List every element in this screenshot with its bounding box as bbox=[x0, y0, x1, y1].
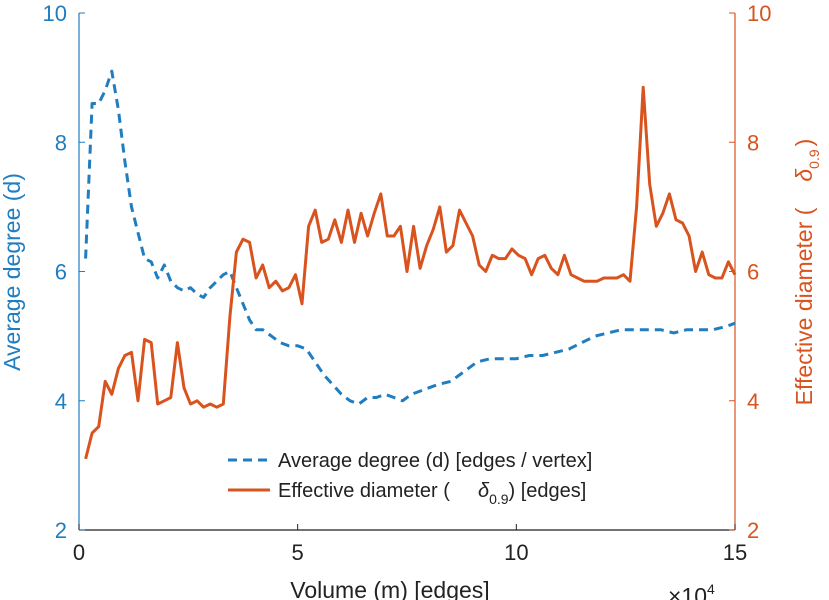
legend-label-diameter-after: ) [edges] bbox=[509, 480, 587, 502]
right-y-ticks: 2 4 6 8 10 bbox=[729, 1, 771, 543]
series-line-effective-diameter bbox=[84, 85, 737, 460]
x-tick-label: 5 bbox=[292, 540, 304, 565]
y-axis-label-left: Average degree (d) bbox=[0, 173, 25, 371]
legend-label-diameter-before: Effective diameter ( bbox=[278, 480, 450, 502]
x-axis-exponent-power: 4 bbox=[707, 581, 715, 597]
right-y-tick-label: 4 bbox=[747, 389, 759, 414]
legend-label-diameter: Effective diameter ( δ0.9) [edges] bbox=[278, 480, 586, 507]
x-axis-exponent-base: ×10 bbox=[668, 583, 707, 600]
series-layer bbox=[84, 69, 737, 460]
x-axis-exponent: ×104 bbox=[668, 581, 715, 600]
right-y-tick-label: 10 bbox=[747, 1, 771, 26]
y-axis-label-right-main: Effective diameter ( bbox=[791, 207, 817, 405]
y-axis-label-right-close: ) bbox=[791, 139, 817, 147]
legend: Average degree (d) [edges / vertex] Effe… bbox=[228, 450, 592, 507]
x-tick-label: 15 bbox=[723, 540, 747, 565]
left-y-tick-label: 2 bbox=[55, 518, 67, 543]
left-y-tick-label: 8 bbox=[55, 130, 67, 155]
x-tick-label: 0 bbox=[73, 540, 85, 565]
legend-label-diameter-sub: 0.9 bbox=[489, 491, 509, 507]
left-y-tick-label: 10 bbox=[43, 1, 67, 26]
y-axis-label-right-symbol: δ bbox=[791, 169, 817, 182]
legend-label-degree: Average degree (d) [edges / vertex] bbox=[278, 450, 592, 472]
y-axis-label-right: Effective diameter ( δ0.9) bbox=[791, 139, 822, 406]
left-y-ticks: 2 4 6 8 10 bbox=[43, 1, 85, 543]
legend-label-diameter-symbol: δ bbox=[478, 480, 490, 502]
x-axis-label: Volume (m) [edges] bbox=[290, 577, 489, 600]
x-tick-label: 10 bbox=[504, 540, 528, 565]
series-line-average-degree bbox=[84, 69, 736, 406]
x-ticks: 0 5 10 15 bbox=[73, 524, 747, 565]
right-y-tick-label: 6 bbox=[747, 260, 759, 285]
right-y-tick-label: 2 bbox=[747, 518, 759, 543]
left-y-tick-label: 4 bbox=[55, 389, 67, 414]
y-axis-label-right-sub: 0.9 bbox=[806, 149, 822, 169]
right-y-tick-label: 8 bbox=[747, 130, 759, 155]
left-y-tick-label: 6 bbox=[55, 260, 67, 285]
